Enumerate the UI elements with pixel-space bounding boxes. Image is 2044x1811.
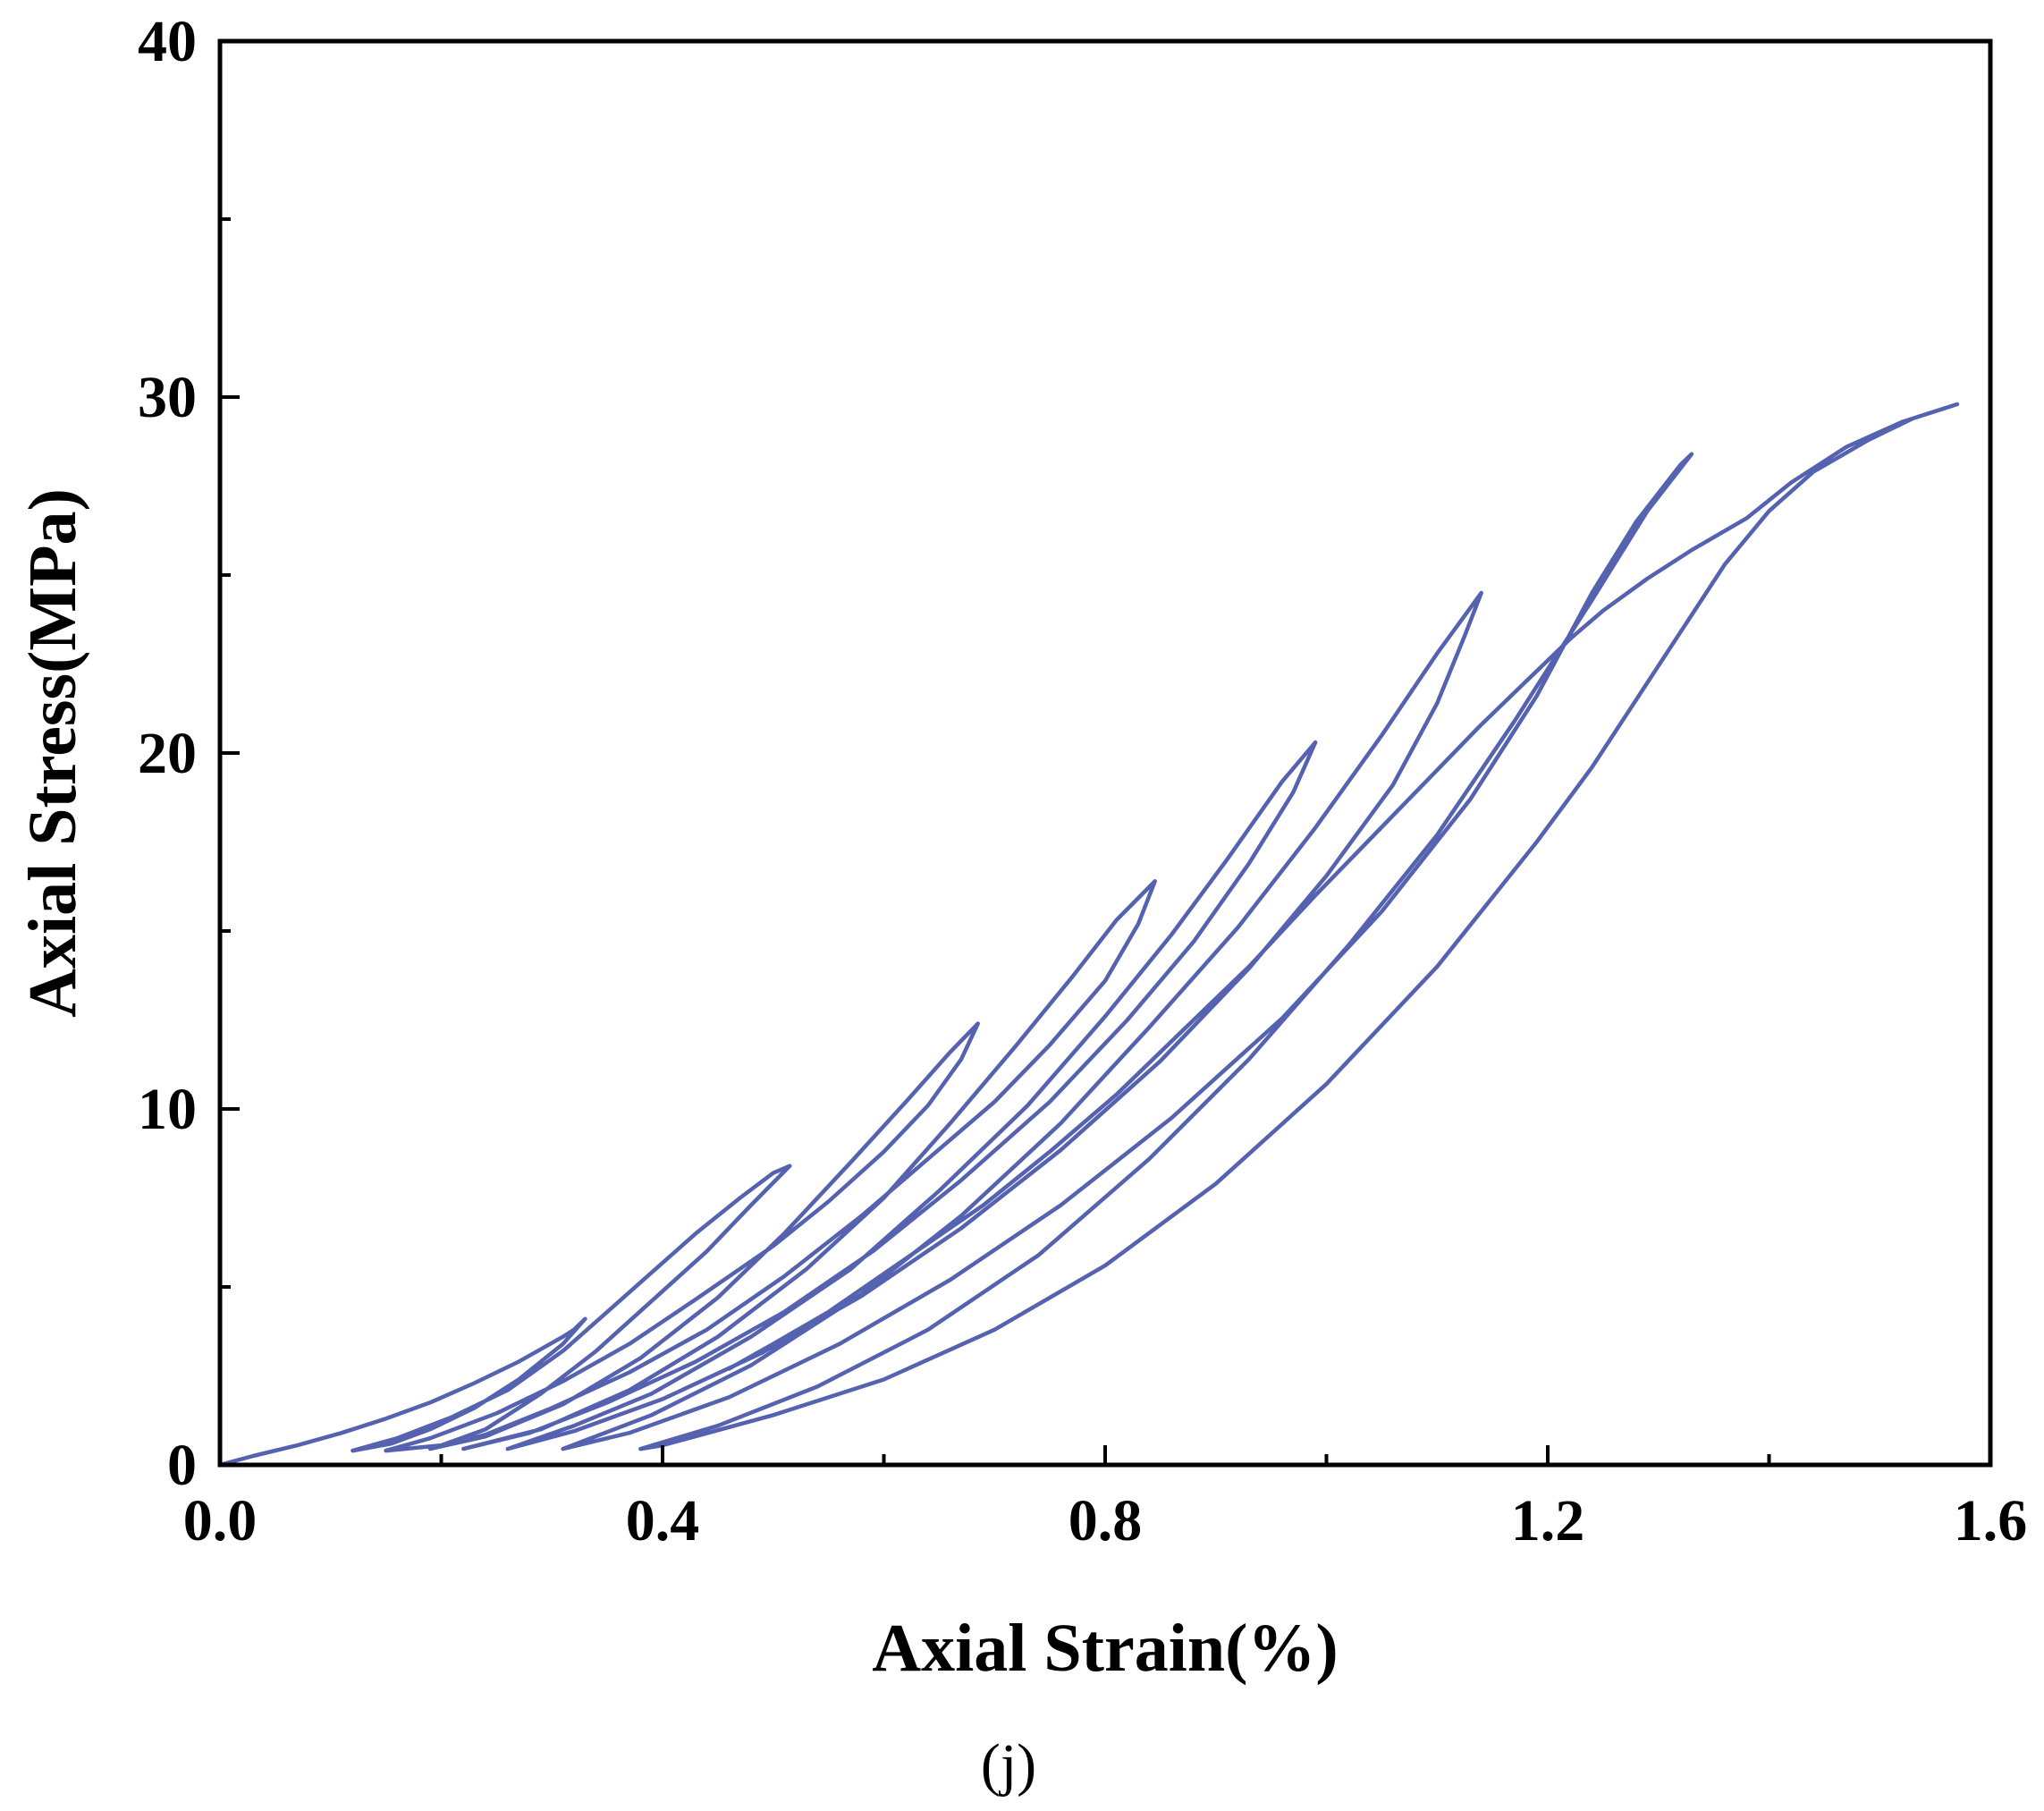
y-tick-label: 20 — [138, 721, 197, 786]
y-tick-label: 0 — [167, 1433, 197, 1498]
series-layer — [217, 402, 1960, 1468]
y-tick-label: 10 — [138, 1077, 197, 1142]
ticks-layer — [218, 39, 1992, 1467]
y-tick-label: 40 — [138, 9, 197, 74]
x-tick-label: 1.2 — [1511, 1488, 1585, 1553]
x-tick-label: 0.8 — [1068, 1488, 1143, 1553]
x-tick-label: 0.4 — [626, 1488, 700, 1553]
y-axis-title: Axial Stress(MPa) — [15, 488, 90, 1018]
x-tick-label: 0.0 — [183, 1488, 258, 1553]
tick-labels-layer: 0.0 0.4 0.8 1.2 1.6 0 10 20 30 40 — [138, 9, 2027, 1553]
series-line-1 — [217, 402, 1960, 1468]
x-axis-title: Axial Strain(%) — [872, 1611, 1338, 1686]
y-tick-label: 30 — [138, 365, 197, 430]
x-tick-label: 1.6 — [1954, 1488, 2028, 1553]
figure-caption: (j) — [981, 1732, 1036, 1798]
